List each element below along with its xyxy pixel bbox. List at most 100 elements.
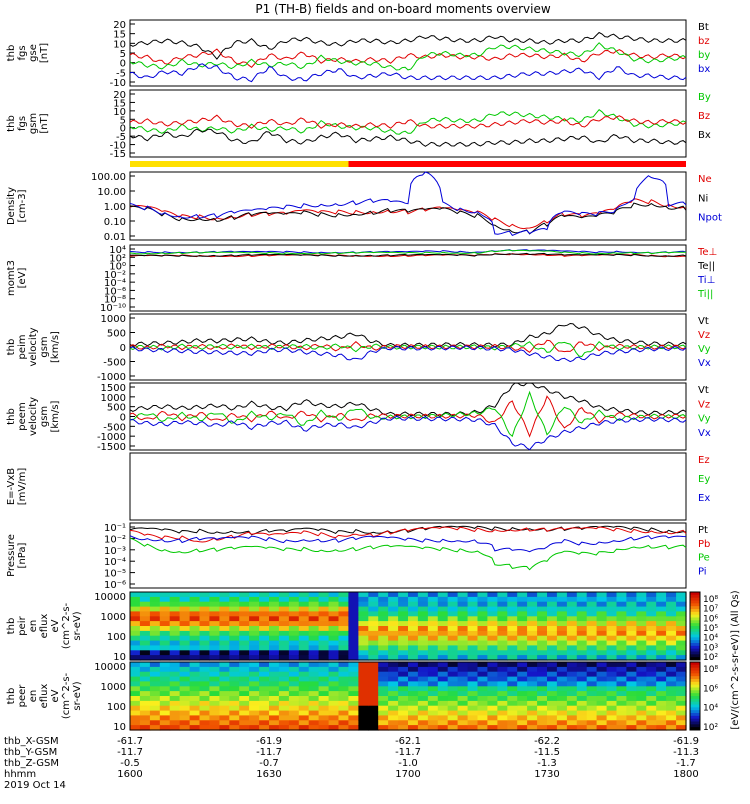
legend-Ti⊥: Ti⊥ (697, 275, 715, 286)
heatmap-cell (487, 606, 498, 613)
heatmap-cell (278, 645, 290, 651)
heatmap-cell (556, 700, 568, 707)
legend-Bx: Bx (698, 130, 711, 141)
heatmap-cell (308, 705, 320, 712)
heatmap-cell (378, 611, 389, 617)
y-tick-label: -10 (110, 141, 126, 152)
heatmap-cell (447, 696, 459, 702)
heatmap-cell (547, 655, 558, 661)
heatmap-cell (229, 640, 240, 647)
legend-bz: bz (698, 36, 710, 47)
heatmap-cell (229, 686, 240, 692)
heatmap-cell (398, 606, 409, 613)
heatmap-cell (626, 715, 637, 721)
heatmap-cell (547, 681, 558, 687)
heatmap-cell (328, 681, 340, 687)
heatmap-cell (209, 715, 220, 721)
heatmap-cell (358, 626, 369, 632)
heatmap-cell (179, 630, 191, 637)
heatmap-cell (149, 681, 161, 687)
heatmap-cell (566, 650, 578, 656)
heatmap-cell (547, 601, 558, 608)
heatmap-cell (646, 705, 657, 712)
heatmap-cell (606, 596, 618, 603)
heatmap-cell (288, 601, 300, 608)
heatmap-cell (378, 592, 389, 598)
series-Vy (129, 390, 687, 438)
heatmap-cell (576, 645, 588, 651)
heatmap-cell (626, 645, 637, 651)
heatmap-cell (566, 621, 578, 627)
heatmap-cell (368, 606, 379, 613)
heatmap-cell (308, 681, 320, 687)
heatmap-cell (348, 626, 359, 632)
y-tick-label: 10⁴ (109, 245, 126, 256)
y-axis-label: velocity (28, 327, 39, 366)
heatmap-cell (566, 700, 578, 707)
colorbar-cell (690, 693, 700, 697)
heatmap-cell (368, 662, 379, 668)
heatmap-cell (447, 691, 459, 697)
heatmap-cell (318, 601, 330, 608)
colorbar-cell (690, 637, 700, 641)
heatmap-cell (507, 616, 518, 622)
heatmap-cell (368, 676, 379, 683)
heatmap-cell (606, 662, 618, 668)
heatmap-cell (269, 645, 280, 651)
heatmap-cell (606, 645, 618, 651)
heatmap-cell (179, 700, 191, 707)
heatmap-cell (566, 635, 578, 642)
heatmap-cell (189, 630, 201, 637)
heatmap-cell (328, 611, 340, 617)
panel-frame (129, 522, 687, 589)
heatmap-cell (229, 720, 240, 726)
heatmap-cell (636, 650, 647, 656)
series-Ti|| (129, 249, 686, 255)
heatmap-cell (378, 666, 389, 673)
heatmap-cell (497, 691, 508, 697)
heatmap-cell (467, 650, 479, 656)
heatmap-cell (487, 671, 498, 678)
heatmap-cell (278, 640, 290, 647)
heatmap-cell (159, 635, 171, 642)
heatmap-cell (626, 681, 637, 687)
heatmap-cell (547, 611, 558, 617)
heatmap-cell (209, 720, 220, 726)
heatmap-cell (179, 655, 191, 661)
heatmap-cell (437, 611, 449, 617)
series-Vx (129, 415, 687, 451)
heatmap-cell (139, 645, 151, 651)
heatmap-cell (676, 655, 687, 661)
heatmap-cell (537, 691, 548, 697)
heatmap-cell (348, 676, 359, 683)
heatmap-cell (408, 671, 419, 678)
heatmap-cell (616, 596, 627, 603)
heatmap-cell (278, 592, 290, 598)
heatmap-cell (308, 720, 320, 726)
legend-Pe: Pe (698, 553, 710, 564)
heatmap-cell (527, 696, 538, 702)
x-row-label: thb_X-GSM (4, 736, 59, 747)
heatmap-cell (348, 671, 359, 678)
heatmap-cell (437, 681, 449, 687)
heatmap-cell (417, 715, 429, 721)
heatmap-cell (229, 662, 240, 668)
heatmap-cell (239, 681, 250, 687)
heatmap-cell (417, 725, 429, 731)
heatmap-cell (646, 640, 657, 647)
heatmap-cell (149, 626, 161, 632)
heatmap-cell (249, 621, 260, 627)
series-Te|| (129, 252, 687, 257)
heatmap-cell (239, 601, 250, 608)
heatmap-cell (636, 676, 647, 683)
heatmap-cell (507, 671, 518, 678)
heatmap-cell (398, 686, 409, 692)
heatmap-cell (467, 645, 479, 651)
heatmap-cell (259, 662, 270, 668)
heatmap-cell (596, 621, 608, 627)
heatmap-cell (328, 725, 340, 731)
heatmap-cell (497, 611, 508, 617)
heatmap-cell (467, 616, 479, 622)
heatmap-cell (547, 671, 558, 678)
